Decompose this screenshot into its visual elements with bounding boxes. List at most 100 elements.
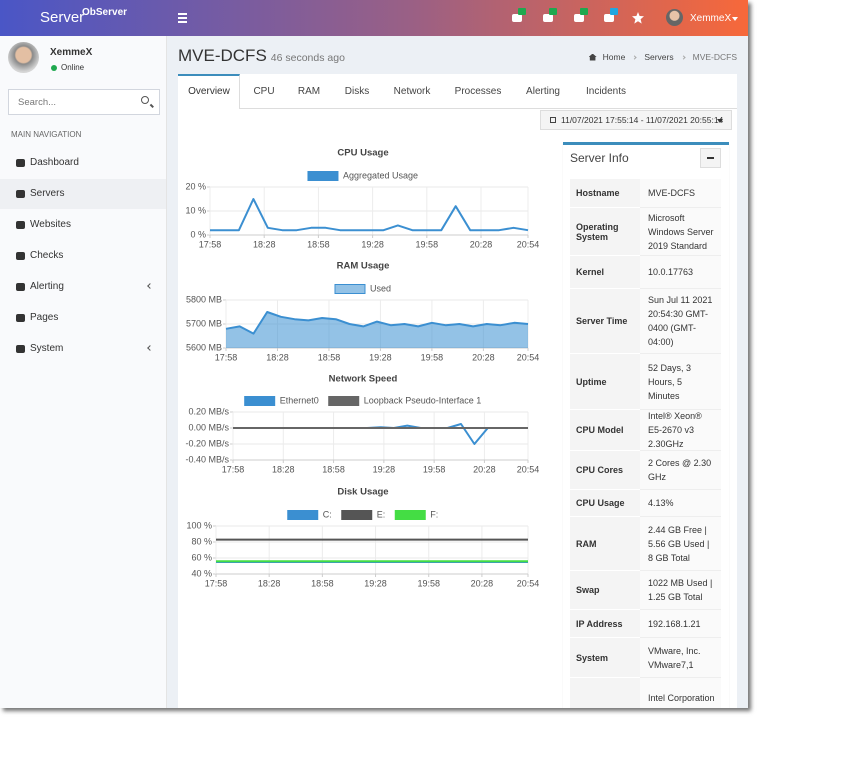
date-range-button[interactable]: 11/07/2021 17:55:14 - 11/07/2021 20:55:1… [540, 110, 732, 130]
nav-item[interactable]: System [0, 334, 166, 364]
y-tick-label: 0.20 MB/s [188, 406, 229, 416]
info-value-cell: Intel Corporation [640, 678, 721, 708]
tab[interactable]: Processes [454, 86, 502, 97]
tab[interactable]: CPU [253, 86, 275, 97]
active-tab [178, 74, 240, 109]
notification-icon[interactable] [574, 14, 584, 22]
sidebar [0, 36, 167, 708]
nav-icon [16, 283, 25, 291]
info-label: Server Time [576, 316, 628, 326]
search-placeholder: Search... [18, 97, 57, 108]
nav-icon [16, 314, 25, 322]
notification-icon[interactable] [512, 14, 522, 22]
breadcrumb-item: MVE-DCFS [692, 52, 737, 62]
nav-item[interactable]: Dashboard [0, 148, 166, 178]
info-value: MVE-DCFS [648, 188, 695, 198]
nav-icon [16, 159, 25, 167]
y-tick-label: 40 % [191, 568, 212, 578]
tab[interactable]: Alerting [526, 86, 560, 97]
date-range-text: 11/07/2021 17:55:14 - 11/07/2021 20:55:1… [561, 115, 724, 125]
nav-item[interactable]: Alerting [0, 272, 166, 302]
nav-label: Websites [30, 219, 71, 230]
info-label: Kernel [576, 267, 605, 277]
x-tick-label: 20:28 [470, 239, 493, 249]
star [632, 12, 644, 24]
menu-toggle-bar [178, 17, 187, 19]
sidebar-avatar [8, 42, 39, 73]
info-value: 1022 MB Used | 1.25 GB Total [648, 578, 713, 602]
legend-label: C: [323, 509, 332, 519]
info-label-cell: Kernel [570, 256, 640, 289]
search-box[interactable]: Search... [8, 89, 160, 115]
info-value-cell: 52 Days, 3 Hours, 5 Minutes [640, 354, 721, 410]
favorite-icon[interactable] [632, 12, 644, 24]
menu-toggle-bar[interactable] [178, 13, 187, 15]
x-tick-label: 18:58 [318, 352, 341, 362]
nav-header: MAIN NAVIGATION [11, 130, 82, 139]
chart-title: Network Speed [329, 374, 398, 385]
info-label-cell: CPU Usage [570, 490, 640, 517]
line [210, 198, 529, 232]
home-icon [588, 53, 597, 61]
notification-badge [580, 8, 588, 15]
info-value-cell: 1022 MB Used | 1.25 GB Total [640, 571, 721, 610]
tabs-border [240, 108, 737, 109]
info-value: 52 Days, 3 Hours, 5 Minutes [648, 362, 692, 401]
breadcrumb-item[interactable]: Servers [644, 52, 674, 62]
brand-sup: ObServer [82, 7, 128, 18]
nav-item[interactable]: Pages [0, 303, 166, 333]
x-tick-label: 20:28 [471, 578, 494, 588]
user-avatar[interactable] [666, 9, 683, 26]
y-tick-label: -0.20 MB/s [185, 438, 229, 448]
tab[interactable]: Overview [188, 86, 230, 97]
info-title: Server Info [570, 151, 629, 165]
info-label: Operating System [576, 221, 619, 242]
nav-item[interactable]: Checks [0, 241, 166, 271]
notification-badge [518, 8, 526, 15]
breadcrumb-item[interactable]: Home [602, 52, 626, 62]
notification-badge [610, 8, 618, 15]
tab[interactable]: Disks [344, 86, 370, 97]
info-value-cell: 2.44 GB Free | 5.56 GB Used | 8 GB Total [640, 517, 721, 571]
x-tick-label: 19:58 [421, 352, 444, 362]
y-tick-label: 60 % [191, 552, 212, 562]
x-tick-label: 19:58 [417, 578, 440, 588]
tab[interactable]: RAM [297, 86, 321, 97]
y-tick-label: 0 % [190, 229, 206, 239]
legend-swatch [341, 510, 373, 520]
nav-item[interactable]: Websites [0, 210, 166, 240]
info-label: System [576, 652, 609, 663]
x-tick-label: 18:58 [311, 578, 334, 588]
notification-icon[interactable] [543, 14, 553, 22]
collapse-button[interactable] [700, 148, 721, 168]
chart-title: RAM Usage [337, 261, 390, 272]
nav-item[interactable]: Servers [0, 179, 166, 209]
legend-swatch [394, 510, 426, 520]
legend-swatch [244, 396, 276, 406]
info-label: CPU Usage [576, 498, 625, 508]
y-tick-label: 10 % [185, 205, 206, 215]
notification-icon[interactable] [604, 14, 614, 22]
date-caret [717, 119, 723, 123]
user-name[interactable]: XemmeX [690, 13, 732, 24]
nav-icon [16, 252, 25, 260]
tab[interactable]: Network [393, 86, 431, 97]
info-value: 2 Cores @ 2.30 GHz [648, 458, 712, 482]
y-tick-label: 80 % [191, 536, 212, 546]
x-tick-label: 19:28 [373, 464, 396, 474]
x-tick-label: 18:58 [322, 464, 345, 474]
info-label-cell: CPU Model [570, 410, 640, 451]
info-value: 4.13% [648, 498, 674, 508]
info-value-cell: MVE-DCFS [640, 179, 721, 208]
tab[interactable]: Incidents [585, 86, 627, 97]
status-dot [51, 65, 57, 71]
sidebar-user: XemmeX [50, 47, 93, 58]
legend-swatch [307, 171, 339, 181]
legend-label: Aggregated Usage [343, 170, 418, 180]
info-label-cell: Swap [570, 571, 640, 610]
menu-toggle-bar [178, 21, 187, 23]
nav-label: System [30, 343, 64, 354]
info-label: RAM [576, 538, 597, 549]
y-tick-label: -0.40 MB/s [185, 454, 229, 464]
x-tick-label: 20:54 [517, 239, 540, 249]
